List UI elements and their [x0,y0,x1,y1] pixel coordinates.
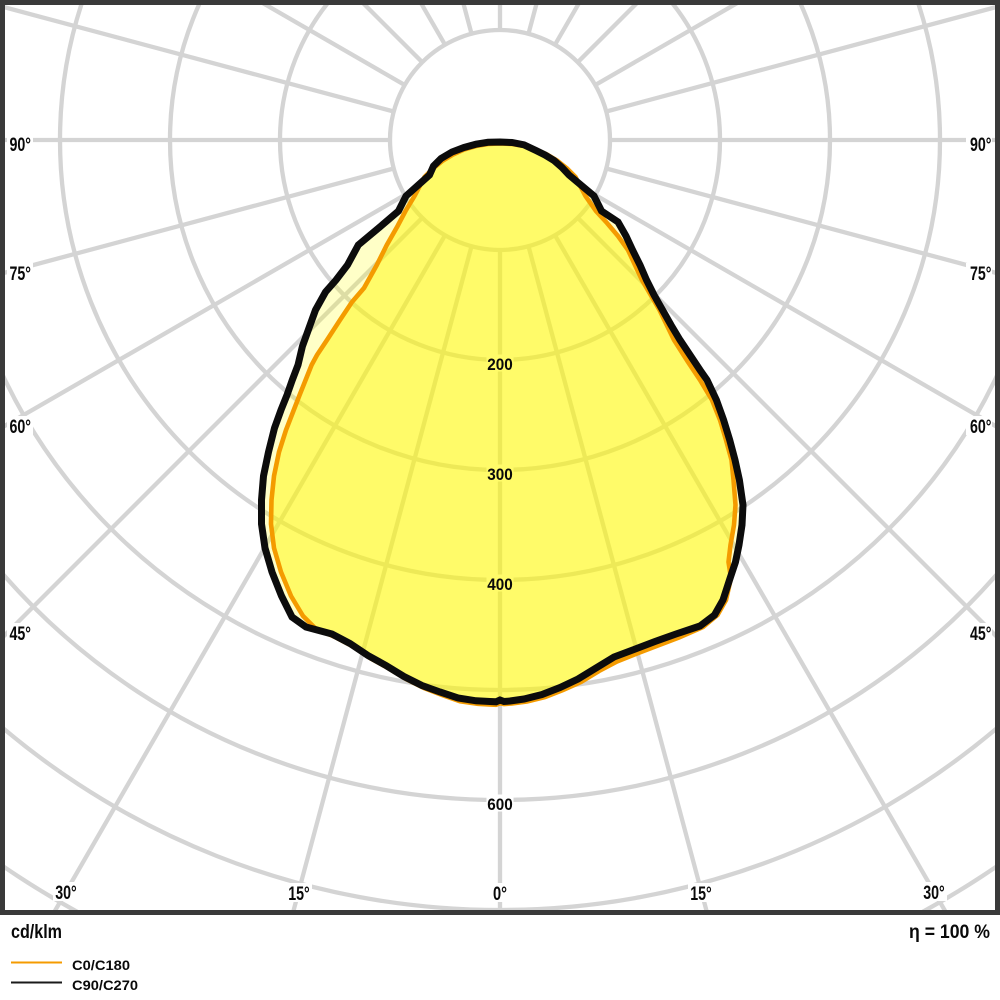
svg-text:75°: 75° [970,263,992,285]
svg-text:400: 400 [487,575,513,594]
svg-text:200: 200 [487,355,513,374]
svg-text:75°: 75° [10,263,32,285]
svg-text:600: 600 [487,795,513,814]
svg-text:η = 100 %: η = 100 % [909,921,990,943]
svg-text:cd/klm: cd/klm [11,921,62,943]
svg-text:45°: 45° [970,623,992,645]
svg-text:C0/C180: C0/C180 [72,958,130,974]
svg-text:C90/C270: C90/C270 [72,978,138,994]
svg-text:90°: 90° [970,134,992,156]
svg-text:15°: 15° [288,883,310,905]
svg-text:90°: 90° [10,134,32,156]
svg-text:15°: 15° [690,883,712,905]
svg-text:0°: 0° [493,883,507,905]
svg-text:45°: 45° [10,623,32,645]
svg-text:60°: 60° [970,416,992,438]
svg-text:60°: 60° [10,416,32,438]
svg-text:300: 300 [487,465,513,484]
svg-text:30°: 30° [923,882,945,904]
svg-text:30°: 30° [55,882,77,904]
